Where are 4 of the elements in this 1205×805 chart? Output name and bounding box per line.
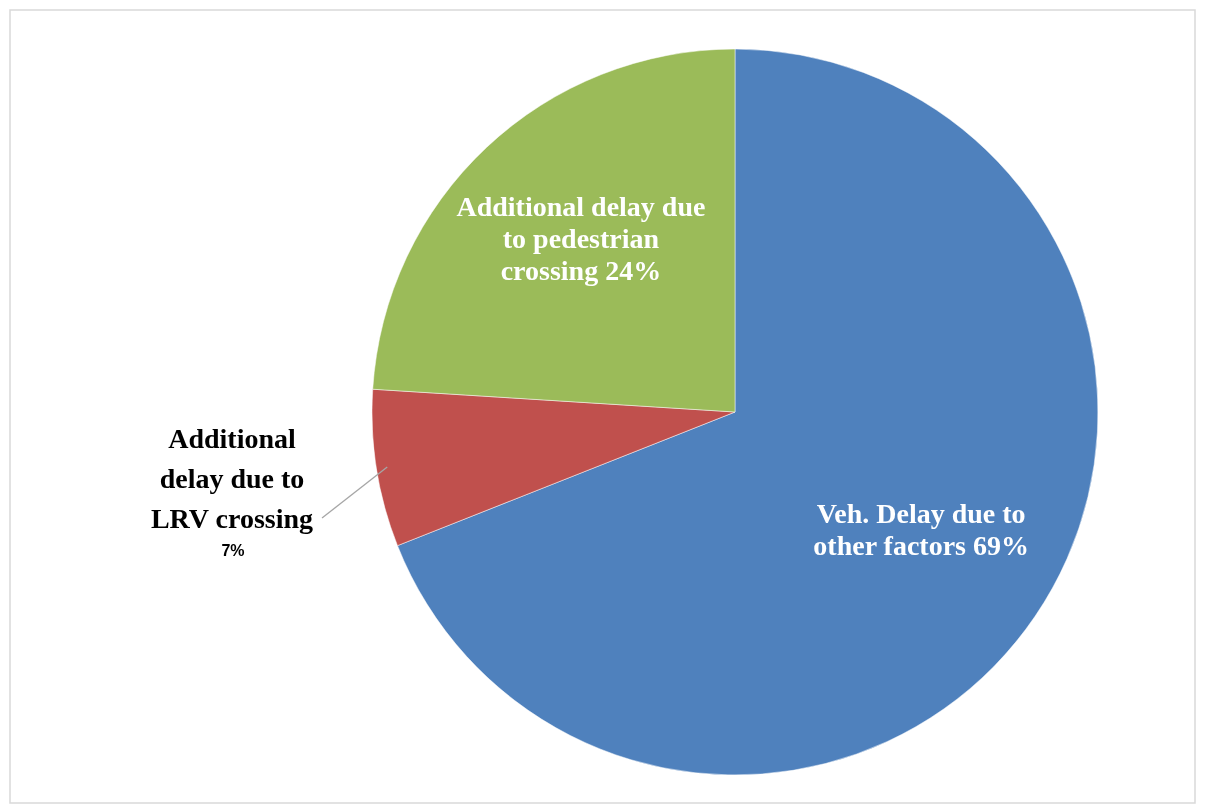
slice-label: Additional delay due to LRV crossing — [150, 423, 314, 534]
slice-label: Veh. Delay due to other factors 69% — [813, 497, 1029, 561]
slice-label: Additional delay due to pedestrian crossing 24% — [456, 190, 706, 286]
data-label: 7% — [221, 542, 245, 559]
